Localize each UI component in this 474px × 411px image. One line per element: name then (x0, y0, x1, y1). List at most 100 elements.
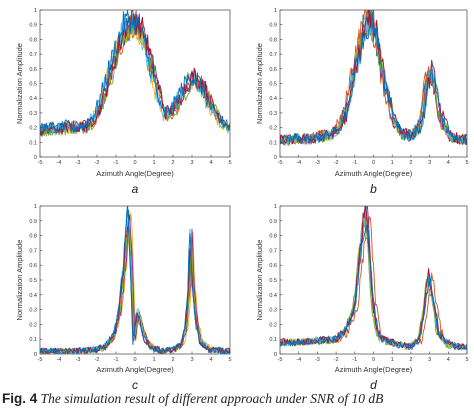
series-line-7 (40, 10, 230, 136)
x-tick-label: 5 (465, 357, 468, 363)
x-tick-label: 4 (447, 357, 450, 363)
y-tick-label: 0.8 (29, 234, 37, 240)
y-tick-label: 0.5 (269, 278, 277, 284)
series-line-7 (280, 10, 467, 145)
y-axis-label: Normalization Amplitude (15, 240, 24, 321)
x-tick-label: -2 (334, 357, 339, 363)
y-tick-label: 0.2 (269, 322, 277, 328)
y-tick-label: 0.6 (269, 263, 277, 269)
y-axis-label: Normalization Amplitude (15, 43, 24, 124)
series-group (280, 10, 467, 146)
x-tick-label: 0 (133, 357, 136, 363)
y-tick-label: 0.9 (29, 23, 37, 29)
y-tick-label: 0.1 (269, 140, 277, 146)
series-line-2 (280, 216, 467, 351)
y-tick-label: 0 (274, 352, 277, 358)
x-tick-label: -4 (296, 357, 301, 363)
panel-letter: d (370, 378, 377, 392)
x-tick-label: 3 (428, 160, 431, 166)
y-tick-label: 0.7 (269, 52, 277, 58)
y-tick-label: 0.5 (29, 82, 37, 88)
x-tick-label: 5 (228, 160, 231, 166)
y-tick-label: 0.6 (29, 263, 37, 269)
y-tick-label: 0.7 (269, 248, 277, 254)
x-tick-label: -1 (114, 160, 119, 166)
x-tick-label: 4 (209, 160, 212, 166)
x-tick-label: -1 (352, 357, 357, 363)
y-tick-label: 0.9 (269, 23, 277, 29)
caption-label: Fig. 4 (2, 391, 38, 406)
x-axis-label: Azimuth Angle(Degree) (335, 365, 413, 374)
series-group (40, 10, 230, 137)
series-group (40, 206, 230, 354)
panel-a: -5 -4 -3 -2 -1 0 1 2 3 4 5 0 0.1 0.2 0.3 0.4 0.5 0.6 0.7 0.… (15, 8, 232, 196)
panel-b: -5 -4 -3 -2 -1 0 1 2 3 4 5 0 0.1 0.2 0.3 0.4 0.5 0.6 0.7 0.… (255, 8, 469, 196)
y-tick-label: 0.7 (29, 52, 37, 58)
y-tick-label: 0.3 (29, 111, 37, 117)
y-tick-label: 0.4 (269, 293, 277, 299)
panel-letter: a (132, 182, 139, 196)
x-tick-label: 0 (133, 160, 136, 166)
x-axis-label: Azimuth Angle(Degree) (96, 365, 174, 374)
series-line-8 (40, 206, 230, 354)
x-tick-label: 1 (391, 357, 394, 363)
x-tick-label: -3 (76, 357, 81, 363)
x-axis-label: Azimuth Angle(Degree) (96, 169, 174, 178)
y-tick-label: 0.1 (29, 337, 37, 343)
x-tick-label: 3 (428, 357, 431, 363)
x-tick-label: -3 (76, 160, 81, 166)
y-tick-label: 1 (274, 204, 277, 210)
y-tick-label: 0.3 (269, 308, 277, 314)
caption-text: The simulation result of different appro… (40, 391, 384, 406)
x-tick-label: -5 (38, 160, 43, 166)
y-tick-label: 0.2 (269, 126, 277, 132)
x-tick-label: -3 (315, 357, 320, 363)
series-line-8 (40, 10, 230, 136)
y-tick-label: 0.4 (29, 96, 37, 102)
x-tick-label: 0 (372, 357, 375, 363)
y-tick-label: 0.1 (29, 140, 37, 146)
y-tick-label: 0.6 (269, 67, 277, 73)
x-tick-label: -4 (57, 357, 62, 363)
y-tick-label: 0.9 (269, 219, 277, 225)
x-tick-label: 3 (190, 357, 193, 363)
y-tick-label: 0.9 (29, 219, 37, 225)
x-tick-label: -1 (352, 160, 357, 166)
y-tick-label: 1 (34, 204, 37, 210)
y-tick-label: 1 (274, 8, 277, 14)
x-tick-label: 1 (152, 357, 155, 363)
x-tick-label: 2 (171, 357, 174, 363)
y-tick-label: 0.3 (29, 308, 37, 314)
panel-d: -5 -4 -3 -2 -1 0 1 2 3 4 5 0 0.1 0.2 0.3 0.4 0.5 0.6 0.7 0.… (255, 204, 469, 392)
y-tick-label: 1 (34, 8, 37, 14)
x-tick-label: 2 (409, 160, 412, 166)
x-tick-label: -3 (315, 160, 320, 166)
y-tick-label: 0.8 (269, 37, 277, 43)
panel-letter: b (370, 182, 377, 196)
x-tick-label: 2 (171, 160, 174, 166)
y-tick-label: 0.7 (29, 248, 37, 254)
x-tick-label: -4 (57, 160, 62, 166)
x-axis-label: Azimuth Angle(Degree) (335, 169, 413, 178)
x-tick-label: 5 (228, 357, 231, 363)
x-tick-label: 4 (209, 357, 212, 363)
x-tick-label: 0 (372, 160, 375, 166)
y-tick-label: 0 (34, 155, 37, 161)
series-line-2 (280, 10, 467, 146)
y-tick-label: 0.6 (29, 67, 37, 73)
y-tick-label: 0 (34, 352, 37, 358)
y-axis-label: Normalization Amplitude (255, 43, 264, 124)
y-tick-label: 0.2 (29, 126, 37, 132)
x-tick-label: -2 (95, 357, 100, 363)
x-tick-label: -5 (278, 357, 283, 363)
x-tick-label: 2 (409, 357, 412, 363)
y-tick-label: 0.5 (269, 82, 277, 88)
x-tick-label: 3 (190, 160, 193, 166)
x-tick-label: 5 (465, 160, 468, 166)
x-tick-label: -2 (334, 160, 339, 166)
y-tick-label: 0.8 (29, 37, 37, 43)
series-group (280, 206, 467, 351)
y-tick-label: 0 (274, 155, 277, 161)
x-tick-label: -1 (114, 357, 119, 363)
